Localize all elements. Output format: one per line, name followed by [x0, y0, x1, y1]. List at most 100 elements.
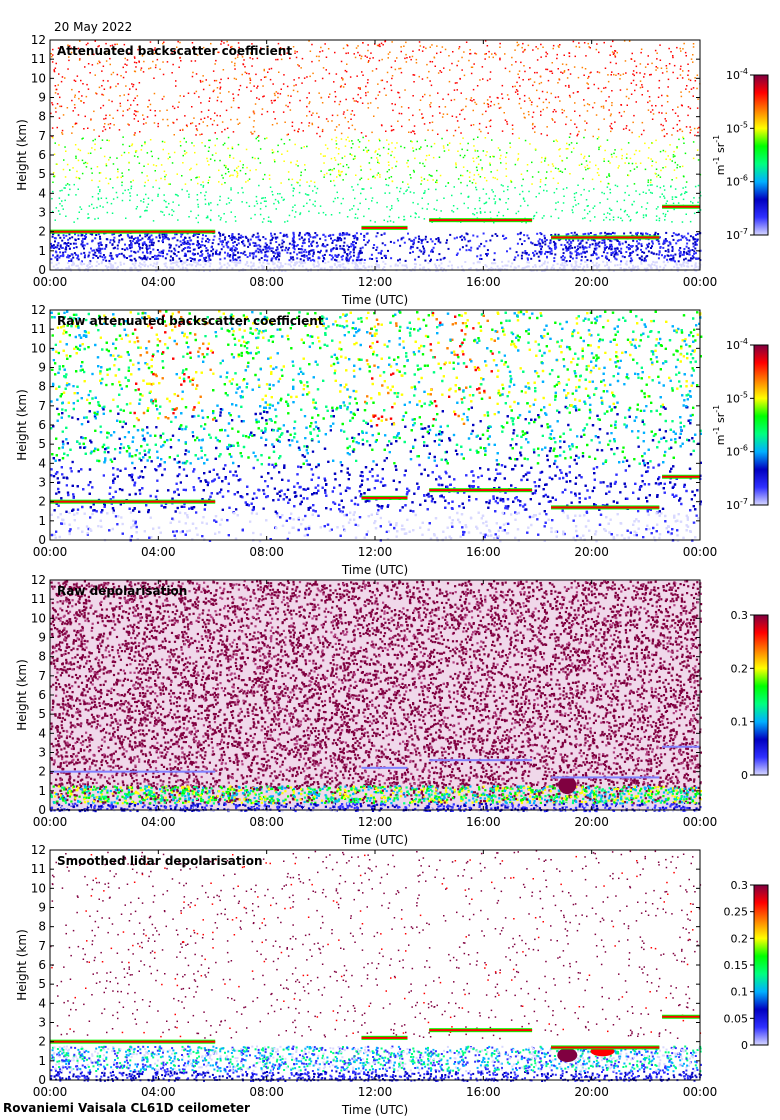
colorbar-tick-label: 10-7: [726, 497, 748, 512]
cloud-layer: [429, 759, 533, 762]
x-tick-label: 04:00: [141, 545, 176, 559]
cloud-layer: [361, 1035, 408, 1040]
y-tick-label: 12: [31, 33, 46, 47]
y-tick-label: 12: [31, 573, 46, 587]
panel-2: Raw attenuated backscatter coefficient 0 1…: [15, 303, 769, 577]
x-axis-label: Time (UTC): [341, 563, 408, 577]
x-tick-label: 00:00: [33, 275, 68, 289]
y-tick-label: 2: [38, 495, 46, 509]
y-tick-label: 7: [38, 669, 46, 683]
x-tick-label: 20:00: [574, 545, 609, 559]
panel-title: Attenuated backscatter coefficient: [57, 44, 292, 58]
x-tick-label: 00:00: [33, 1085, 68, 1099]
cloud-layer: [361, 766, 408, 769]
y-tick-label: 4: [38, 456, 46, 470]
x-tick-label: 08:00: [249, 815, 284, 829]
y-tick-label: 2: [38, 1035, 46, 1049]
colorbar-tick-label: 10-4: [726, 337, 748, 352]
y-tick-label: 12: [31, 303, 46, 317]
x-tick-label: 00:00: [33, 545, 68, 559]
y-tick-label: 5: [38, 437, 46, 451]
y-tick-label: 6: [38, 148, 46, 162]
x-axis-label: Time (UTC): [341, 833, 408, 847]
y-tick-label: 11: [31, 592, 46, 606]
panel-title: Raw depolarisation: [57, 584, 187, 598]
colorbar-tick-label: 10-6: [726, 174, 748, 189]
cloud-layer: [662, 204, 700, 209]
colorbar-tick-label: 0.05: [724, 1012, 749, 1025]
colorbar-tick-label: 0: [741, 1039, 748, 1052]
x-tick-label: 20:00: [574, 815, 609, 829]
x-tick-label: 08:00: [249, 1085, 284, 1099]
y-tick-label: 3: [38, 746, 46, 760]
panel-title: Raw attenuated backscatter coefficient: [57, 314, 324, 328]
y-tick-label: 10: [31, 881, 46, 895]
panel-4: Smoothed lidar depolarisation01234567891…: [15, 843, 769, 1117]
y-tick-label: 5: [38, 707, 46, 721]
heatmap-texture: [50, 310, 703, 543]
x-tick-label: 16:00: [466, 815, 501, 829]
x-tick-label: 00:00: [683, 815, 718, 829]
x-tick-label: 12:00: [358, 815, 393, 829]
y-tick-label: 6: [38, 958, 46, 972]
colorbar-tick-label: 10-4: [726, 67, 748, 82]
x-axis-label: Time (UTC): [341, 1103, 408, 1117]
y-tick-label: 8: [38, 920, 46, 934]
colorbar-tick-label: 10-7: [726, 227, 748, 242]
x-tick-label: 00:00: [33, 815, 68, 829]
y-axis-label: Height (km): [15, 659, 29, 730]
x-tick-label: 12:00: [358, 1085, 393, 1099]
colorbar-tick-label: 10-6: [726, 444, 748, 459]
y-tick-label: 6: [38, 418, 46, 432]
cloud-layer: [662, 745, 700, 748]
x-tick-label: 20:00: [574, 1085, 609, 1099]
colorbar: [753, 344, 769, 506]
panel-1: Attenuated backscatter coefficient012345…: [15, 33, 769, 307]
cloud-layer: [361, 225, 408, 230]
colorbar-tick-label: 10-5: [726, 390, 748, 405]
y-axis-label: Height (km): [15, 389, 29, 460]
y-tick-label: 8: [38, 380, 46, 394]
x-tick-label: 04:00: [141, 815, 176, 829]
x-tick-label: 00:00: [683, 275, 718, 289]
y-tick-label: 0: [38, 533, 46, 547]
cloud-layer: [551, 1045, 660, 1050]
x-tick-label: 16:00: [466, 275, 501, 289]
date-label: 20 May 2022: [54, 20, 132, 34]
y-tick-label: 4: [38, 726, 46, 740]
footer-label: Rovaniemi Vaisala CL61D ceilometer: [3, 1101, 250, 1115]
y-tick-label: 4: [38, 996, 46, 1010]
y-tick-label: 10: [31, 341, 46, 355]
colorbar: [753, 884, 769, 1046]
x-tick-label: 00:00: [683, 1085, 718, 1099]
y-axis-label: Height (km): [15, 119, 29, 190]
y-tick-label: 1: [38, 244, 46, 258]
cloud-layer: [361, 495, 408, 500]
y-tick-label: 9: [38, 91, 46, 105]
colorbar-tick-label: 0.2: [731, 662, 749, 675]
y-tick-label: 10: [31, 71, 46, 85]
y-tick-label: 7: [38, 399, 46, 413]
x-tick-label: 16:00: [466, 1085, 501, 1099]
y-tick-label: 3: [38, 206, 46, 220]
y-tick-label: 1: [38, 784, 46, 798]
y-tick-label: 4: [38, 186, 46, 200]
y-tick-label: 0: [38, 803, 46, 817]
x-tick-label: 08:00: [249, 545, 284, 559]
cloud-layer: [551, 776, 660, 779]
x-tick-label: 16:00: [466, 545, 501, 559]
y-tick-label: 9: [38, 631, 46, 645]
cloud-layer: [429, 218, 533, 223]
y-tick-label: 8: [38, 110, 46, 124]
y-axis-label: Height (km): [15, 929, 29, 1000]
colorbar-tick-label: 0.15: [724, 959, 749, 972]
y-tick-label: 7: [38, 939, 46, 953]
cloud-layer: [429, 1028, 533, 1033]
y-tick-label: 1: [38, 1054, 46, 1068]
y-tick-label: 0: [38, 263, 46, 277]
colorbar-tick-label: 0.1: [731, 986, 749, 999]
y-tick-label: 6: [38, 688, 46, 702]
panel-title: Smoothed lidar depolarisation: [57, 854, 263, 868]
